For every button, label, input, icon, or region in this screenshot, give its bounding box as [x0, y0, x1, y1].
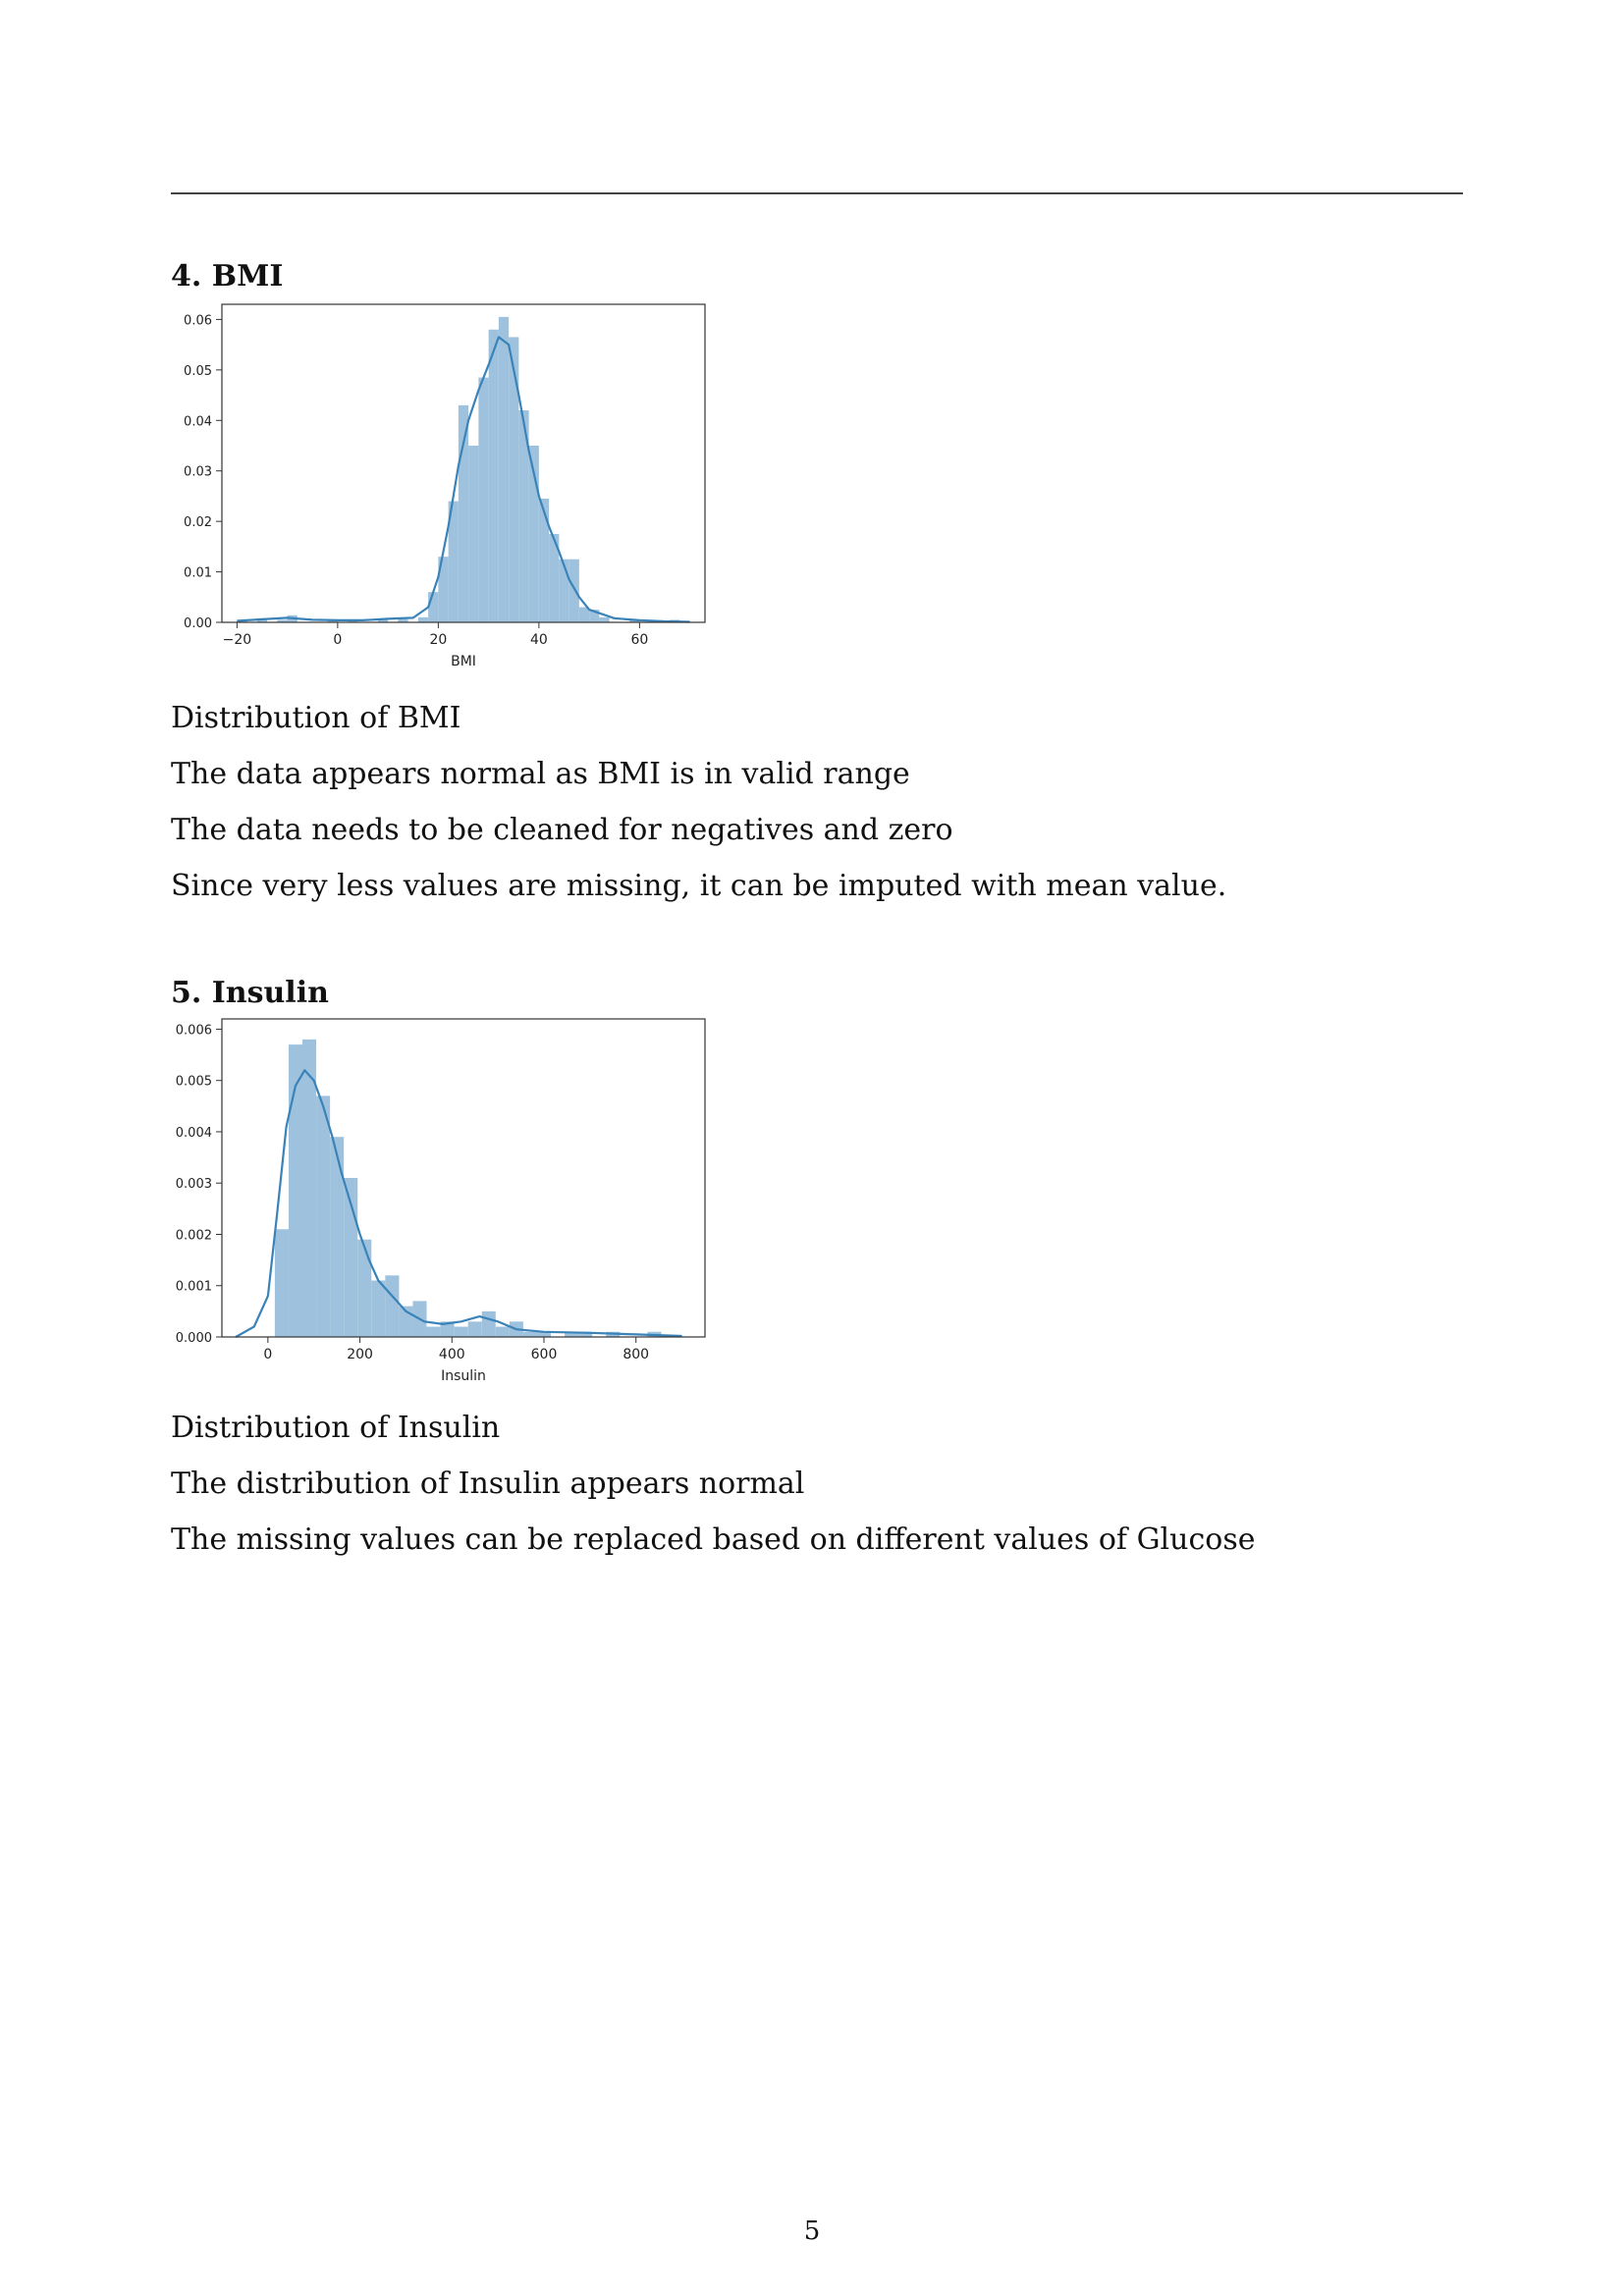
- insulin-line-3: The missing values can be replaced based…: [171, 1522, 1256, 1557]
- x-tick-label: 800: [623, 1347, 649, 1362]
- histogram-bar: [538, 499, 550, 622]
- histogram-bar: [371, 1280, 386, 1337]
- y-tick-label: 0.01: [184, 566, 212, 581]
- x-tick-label: 20: [429, 632, 447, 648]
- x-tick-label: 60: [630, 632, 648, 648]
- histogram-bar: [528, 446, 539, 622]
- page-number: 5: [803, 2216, 821, 2246]
- histogram-bar: [426, 1326, 441, 1337]
- histogram-bar: [488, 329, 499, 622]
- insulin-line-2: The distribution of Insulin appears norm…: [171, 1467, 805, 1501]
- histogram-bar: [599, 616, 610, 622]
- plot-frame: [221, 303, 706, 623]
- insulin-histogram-svg: 0.000 0.001 0.002 0.003 0.004 0.005 0.006 0 200 4…: [176, 1018, 706, 1384]
- histogram-bar: [277, 619, 288, 622]
- x-tick-label: 0: [333, 632, 342, 648]
- y-tick-label: 0.004: [176, 1126, 212, 1141]
- histogram-bar: [288, 1044, 302, 1337]
- y-tick-label: 0.02: [184, 515, 212, 530]
- y-tick-label: 0.002: [176, 1228, 212, 1243]
- histogram-bar: [589, 610, 600, 622]
- histogram-bar: [522, 1331, 537, 1337]
- histogram-bar: [578, 1331, 593, 1337]
- histogram-bar: [440, 1321, 455, 1337]
- insulin-line-1: Distribution of Insulin: [171, 1411, 501, 1445]
- y-tick-label: 0.00: [184, 616, 212, 631]
- histogram-bar: [377, 618, 389, 622]
- histogram-bar: [478, 377, 489, 622]
- histogram-bar: [316, 1095, 331, 1337]
- histogram-bar: [498, 316, 510, 622]
- y-tick-label: 0.06: [184, 313, 212, 328]
- section-heading-insulin: 5. Insulin: [171, 976, 329, 1010]
- x-tick-label: −20: [223, 632, 252, 648]
- y-tick-label: 0.005: [176, 1075, 212, 1090]
- bmi-line-4: Since very less values are missing, it c…: [171, 869, 1227, 903]
- histogram-bar: [468, 446, 479, 622]
- kde-line: [237, 336, 690, 623]
- section-heading-bmi: 4. BMI: [171, 259, 284, 294]
- x-tick-label: 400: [439, 1347, 465, 1362]
- insulin-histogram-chart: 0.000 0.001 0.002 0.003 0.004 0.005 0.006 0 200 4…: [171, 1015, 721, 1388]
- bmi-histogram-svg: 0.00 0.01 0.02 0.03 0.04 0.05 0.06 −20 0 20 40 60 BM…: [184, 303, 706, 669]
- histogram-bar: [568, 559, 579, 622]
- histogram-bar: [578, 607, 590, 622]
- histogram-bar: [385, 1275, 400, 1337]
- y-tick-label: 0.03: [184, 465, 212, 480]
- x-tick-label: 0: [263, 1347, 272, 1362]
- x-axis-label: BMI: [451, 654, 476, 669]
- histogram-bar: [302, 1039, 317, 1337]
- x-tick-label: 200: [347, 1347, 373, 1362]
- kde-line: [235, 1069, 682, 1338]
- y-tick-label: 0.04: [184, 414, 212, 429]
- histogram-bar: [495, 1326, 510, 1337]
- x-axis-label: Insulin: [441, 1368, 486, 1384]
- histogram-bar: [454, 1326, 468, 1337]
- y-tick-label: 0.006: [176, 1023, 212, 1038]
- histogram-bar: [629, 619, 640, 622]
- bmi-line-3: The data needs to be cleaned for negativ…: [171, 813, 953, 847]
- histogram-bar: [458, 404, 469, 622]
- histogram-bar: [357, 1239, 372, 1337]
- histogram-bar: [509, 337, 519, 622]
- y-tick-label: 0.000: [176, 1331, 212, 1346]
- histogram-bar: [549, 534, 560, 622]
- histogram-bar: [428, 592, 439, 622]
- histogram-bar: [438, 557, 449, 622]
- y-tick-label: 0.003: [176, 1177, 212, 1192]
- histogram-bar: [417, 616, 429, 622]
- x-tick-label: 600: [531, 1347, 558, 1362]
- histogram-bar: [398, 618, 408, 622]
- histogram-bar: [467, 1321, 482, 1337]
- histogram-bar: [448, 501, 459, 622]
- histogram-bar: [330, 1137, 345, 1337]
- bmi-line-2: The data appears normal as BMI is in val…: [171, 757, 910, 791]
- x-tick-label: 40: [530, 632, 548, 648]
- histogram-bar: [274, 1229, 289, 1337]
- y-tick-label: 0.001: [176, 1280, 212, 1295]
- y-tick-label: 0.05: [184, 364, 212, 379]
- plot-frame: [221, 1018, 706, 1338]
- bmi-histogram-chart: 0.00 0.01 0.02 0.03 0.04 0.05 0.06 −20 0 20 40 60 BM…: [171, 300, 721, 673]
- histogram-bar: [481, 1310, 496, 1337]
- histogram-bar: [536, 1331, 552, 1337]
- header-rule: [171, 192, 1463, 194]
- histogram-bar: [518, 410, 529, 622]
- histogram-bar: [559, 559, 569, 622]
- bmi-line-1: Distribution of BMI: [171, 701, 461, 735]
- histogram-bar: [565, 1331, 579, 1337]
